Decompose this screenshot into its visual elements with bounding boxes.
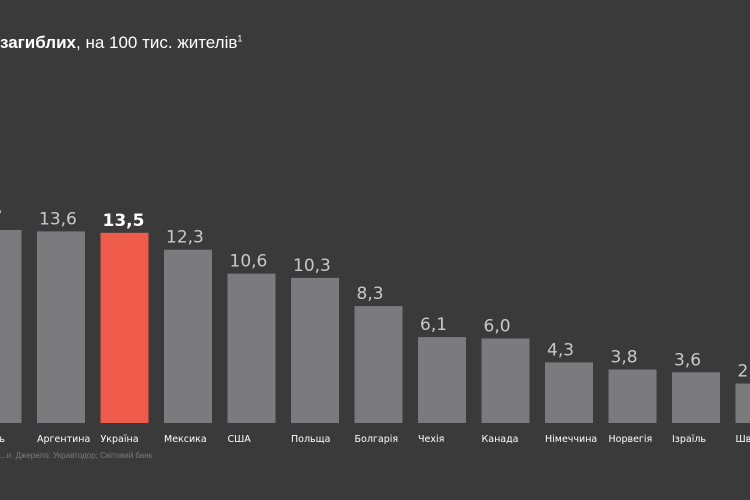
title-rest: , на 100 тис. жителів (76, 33, 238, 52)
bar (164, 249, 212, 423)
bar (735, 383, 750, 423)
category-label: Шв... (736, 434, 750, 445)
category-label: Україна (101, 434, 139, 445)
bar-value-label: 10,6 (230, 252, 268, 272)
category-label: Аргентина (37, 434, 90, 445)
bar-value-label: 4,3 (547, 340, 574, 360)
bar-value-label: 10,3 (293, 256, 331, 276)
bar-value-label: 6,1 (420, 315, 447, 335)
category-label: Ізраїль (672, 434, 706, 445)
category-label: Норвегія (609, 434, 653, 445)
bar (227, 273, 276, 423)
category-label: Чехія (418, 434, 444, 445)
bar-value-label: 8,3 (357, 284, 384, 304)
category-label: Німеччина (545, 434, 597, 445)
bar-value-label: ...7 (0, 208, 3, 228)
chart-title: загиблих, на 100 тис. жителів1 (0, 33, 242, 53)
bar (608, 369, 657, 423)
category-label: США (228, 434, 252, 445)
category-label: Мексика (164, 434, 207, 445)
bar (672, 372, 720, 423)
bar-value-label: 6,0 (484, 316, 511, 336)
title-bold: загиблих (0, 33, 76, 52)
source-note: ...и. Джерело: Укравтодор; Світовий банк (0, 451, 153, 460)
bar-value-label: 3,6 (674, 350, 701, 370)
bar-value-label: 13,5 (103, 211, 145, 231)
bar-value-label: 13,6 (39, 209, 77, 229)
bar (100, 232, 149, 423)
title-footnote-marker: 1 (237, 33, 243, 44)
bar-value-label: 3,8 (611, 347, 638, 367)
category-label: ...русь (0, 434, 5, 445)
bar (291, 277, 339, 423)
bar (545, 362, 593, 423)
bar (354, 306, 403, 423)
bar-value-label: 2,... (738, 362, 750, 382)
category-label: Польща (291, 434, 330, 445)
category-label: Болгарія (355, 434, 399, 445)
bar-value-label: 12,3 (166, 228, 204, 248)
bar (37, 231, 85, 423)
bar (418, 337, 466, 423)
bar (481, 338, 530, 423)
bar (0, 230, 22, 423)
category-label: Канада (482, 434, 519, 445)
